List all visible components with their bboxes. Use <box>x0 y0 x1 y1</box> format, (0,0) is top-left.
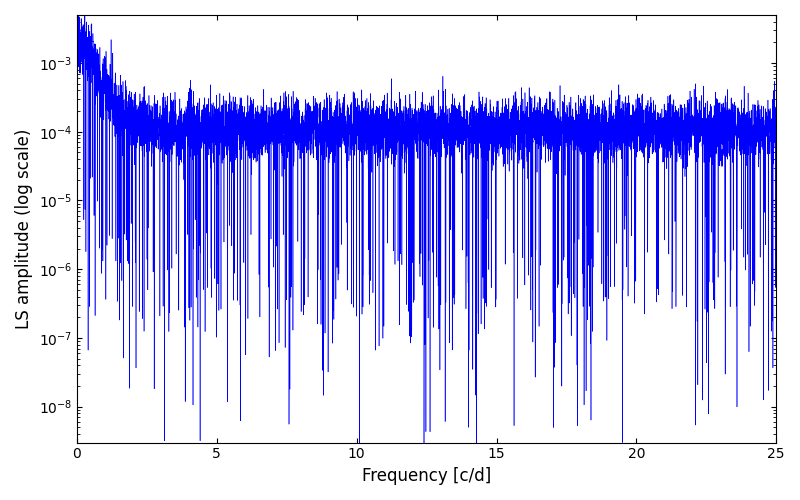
X-axis label: Frequency [c/d]: Frequency [c/d] <box>362 467 491 485</box>
Y-axis label: LS amplitude (log scale): LS amplitude (log scale) <box>15 128 33 329</box>
